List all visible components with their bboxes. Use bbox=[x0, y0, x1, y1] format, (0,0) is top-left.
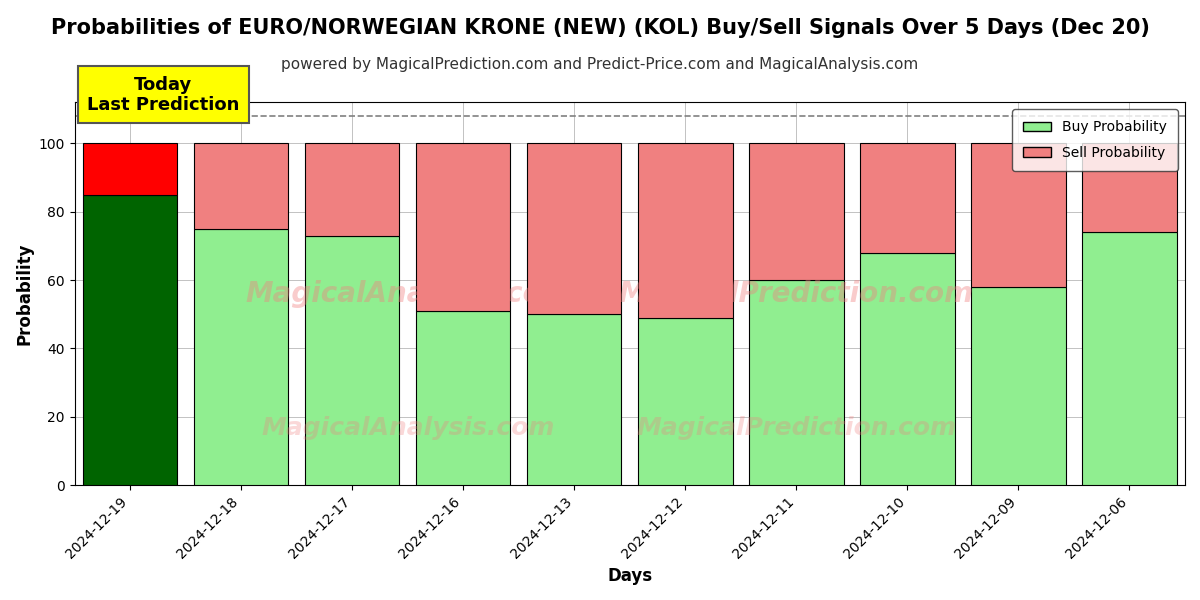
Text: MagicalAnalysis.com: MagicalAnalysis.com bbox=[245, 280, 570, 308]
Bar bbox=[305, 236, 400, 485]
Bar bbox=[527, 143, 622, 314]
Bar bbox=[194, 143, 288, 229]
Bar bbox=[749, 280, 844, 485]
Text: MagicalAnalysis.com: MagicalAnalysis.com bbox=[262, 416, 554, 440]
Bar bbox=[1082, 232, 1177, 485]
Y-axis label: Probability: Probability bbox=[16, 242, 34, 345]
Bar bbox=[860, 143, 955, 253]
Bar bbox=[416, 143, 510, 311]
Text: MagicalPrediction.com: MagicalPrediction.com bbox=[636, 416, 956, 440]
Bar bbox=[971, 287, 1066, 485]
Bar bbox=[971, 143, 1066, 287]
Bar bbox=[1082, 143, 1177, 232]
Bar bbox=[749, 143, 844, 280]
Legend: Buy Probability, Sell Probability: Buy Probability, Sell Probability bbox=[1012, 109, 1178, 170]
Bar bbox=[416, 311, 510, 485]
Bar bbox=[860, 253, 955, 485]
Bar bbox=[83, 143, 178, 194]
Text: MagicalPrediction.com: MagicalPrediction.com bbox=[619, 280, 974, 308]
Bar bbox=[527, 314, 622, 485]
Bar bbox=[194, 229, 288, 485]
Text: Today
Last Prediction: Today Last Prediction bbox=[88, 76, 240, 115]
Bar bbox=[638, 143, 732, 317]
Bar bbox=[305, 143, 400, 236]
Text: Probabilities of EURO/NORWEGIAN KRONE (NEW) (KOL) Buy/Sell Signals Over 5 Days (: Probabilities of EURO/NORWEGIAN KRONE (N… bbox=[50, 18, 1150, 38]
Bar bbox=[638, 317, 732, 485]
Bar bbox=[83, 194, 178, 485]
Text: powered by MagicalPrediction.com and Predict-Price.com and MagicalAnalysis.com: powered by MagicalPrediction.com and Pre… bbox=[281, 57, 919, 72]
X-axis label: Days: Days bbox=[607, 567, 653, 585]
